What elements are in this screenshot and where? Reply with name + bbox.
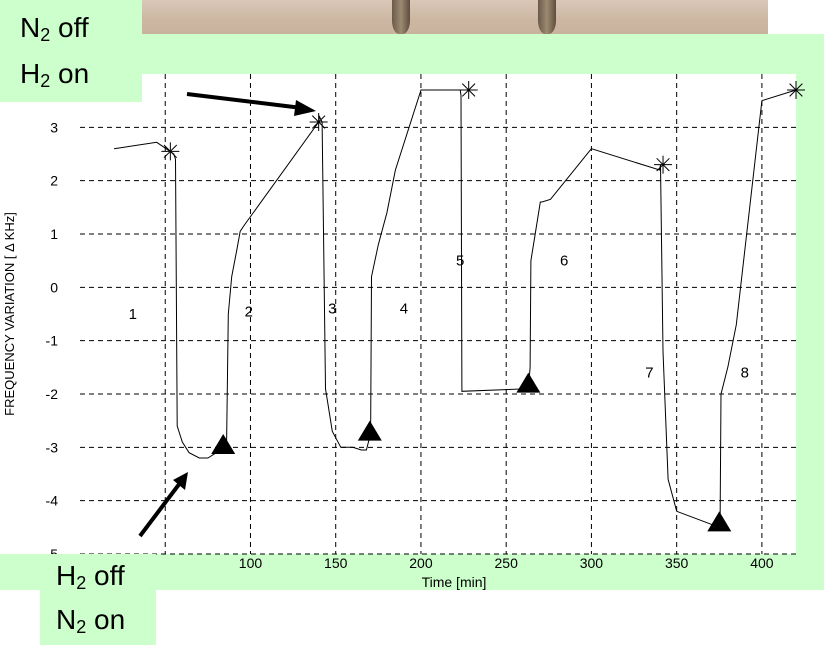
arrow-bottom-head — [173, 472, 188, 490]
arrow-bottom — [138, 481, 182, 538]
triangle-marker — [516, 372, 541, 393]
x-axis-label: Time [min] — [422, 574, 487, 590]
star-marker — [787, 81, 805, 99]
y-tick-label: -2 — [46, 386, 59, 402]
photo-stalk-right — [538, 0, 556, 34]
photo-stalk-left — [392, 0, 410, 34]
annotation-h2-off-n2-on: H2 off N2 on — [40, 554, 156, 645]
star-marker — [309, 113, 328, 131]
y-tick-label: 1 — [50, 226, 58, 242]
segment-labels: 1 2 3 4 5 6 7 8 — [129, 253, 749, 382]
segment-label: 8 — [741, 365, 749, 382]
y-axis-label: FREQUENCY VARIATION [ Δ KHz] — [2, 212, 17, 416]
segment-label: 7 — [645, 365, 653, 382]
segment-label: 1 — [129, 306, 137, 323]
grid-lines — [80, 74, 796, 555]
annotation-line-h2-on: H2 on — [20, 58, 90, 91]
arrows — [138, 92, 316, 538]
star-marker — [654, 155, 673, 174]
arrow-top — [186, 92, 303, 110]
y-tick-label: -1 — [46, 333, 59, 349]
segment-label: 2 — [245, 303, 253, 320]
segment-label: 6 — [560, 253, 568, 270]
x-tick-label: 200 — [409, 555, 433, 571]
segment-label: 3 — [328, 301, 336, 318]
annotation-line-n2-on: N2 on — [56, 604, 126, 637]
x-tick-label: 250 — [495, 555, 519, 571]
annotation-line-h2-off: H2 off — [56, 560, 125, 593]
x-tick-label: 100 — [239, 555, 263, 571]
plot-area — [80, 74, 796, 554]
star-marker — [161, 142, 180, 161]
segment-label: 5 — [456, 253, 464, 270]
y-tick-label: 0 — [50, 279, 58, 295]
triangle-marker — [357, 420, 382, 441]
background-photo-strip — [140, 0, 768, 34]
x-tick-label: 150 — [324, 555, 348, 571]
annotation-n2-off-h2-on: N2 off H2 on — [0, 0, 142, 102]
annotation-line-n2-off: N2 off — [20, 12, 89, 45]
x-tick-labels: 100 150 200 250 300 350 400 — [239, 555, 774, 571]
triangle-marker — [707, 511, 732, 532]
x-tick-label: 300 — [580, 555, 604, 571]
arrow-top-head — [294, 100, 316, 116]
x-tick-label: 400 — [750, 555, 774, 571]
triangle-marker — [211, 434, 236, 454]
y-tick-label: -3 — [46, 439, 59, 455]
x-tick-label: 350 — [665, 555, 689, 571]
segment-label: 4 — [400, 301, 408, 318]
annotation-band-right — [796, 74, 824, 578]
markers — [161, 81, 805, 532]
y-tick-label: 2 — [50, 173, 58, 189]
y-tick-label: 3 — [50, 119, 58, 135]
star-marker — [459, 81, 478, 99]
y-tick-label: -4 — [46, 493, 59, 509]
